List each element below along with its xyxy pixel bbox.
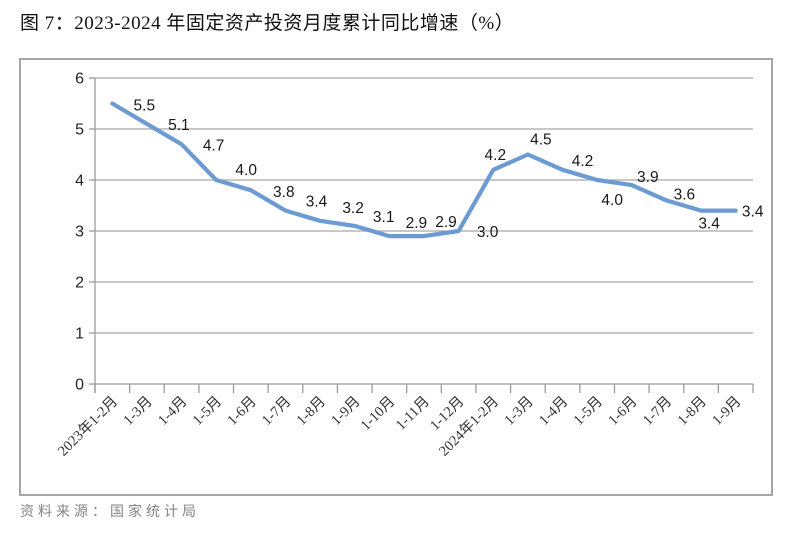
y-axis-tick-label: 1 (75, 326, 84, 343)
x-axis-tick-label: 1-4月 (155, 394, 190, 429)
x-axis-tick-label: 1-8月 (675, 394, 710, 429)
data-point-label: 4.5 (530, 132, 552, 149)
data-series-line (110, 101, 738, 239)
gridlines (95, 77, 753, 334)
data-point-label: 4.0 (601, 192, 623, 209)
x-axis-tick-label: 1-4月 (536, 394, 571, 429)
data-point-label: 3.9 (637, 169, 659, 186)
x-axis-tick-label: 1-7月 (259, 394, 294, 429)
data-point-label: 4.7 (203, 137, 225, 154)
chart-title: 图 7：2023-2024 年固定资产投资月度累计同比增速（%） (20, 13, 515, 34)
data-point-label: 3.4 (698, 216, 720, 233)
data-point-label: 3.4 (306, 194, 328, 211)
data-labels: 5.5 5.1 4.7 4.0 3.8 3.4 3.2 3.1 2.9 2.9 3.0 4.2 4.5 4… (134, 98, 764, 242)
y-axis-tick-label: 3 (75, 224, 84, 241)
x-axis-tick-label: 2023年1-2月 (54, 393, 121, 460)
x-axis-tick-label: 1-8月 (294, 394, 329, 429)
y-axis-tick-label: 6 (75, 71, 84, 88)
data-point-label: 3.2 (342, 200, 364, 217)
x-axis-tick-label: 1-6月 (605, 394, 640, 429)
data-point-label: 3.6 (674, 186, 696, 203)
y-axis-tick-label: 5 (75, 122, 84, 139)
x-axis-tick-label: 1-9月 (709, 394, 744, 429)
data-point-label: 2.9 (406, 215, 428, 232)
x-axis-tick-label: 1-3月 (501, 394, 536, 429)
data-point-label: 3.1 (373, 209, 395, 226)
data-point-label: 3.0 (477, 224, 499, 241)
x-axis-tick-label: 1-5月 (190, 394, 225, 429)
data-point-label: 4.2 (572, 153, 594, 170)
x-axis-tick-label: 1-5月 (571, 394, 606, 429)
data-point-label: 4.2 (485, 147, 507, 164)
data-point-label: 4.0 (235, 162, 257, 179)
x-axis-tick-label: 1-6月 (224, 394, 259, 429)
data-point-label: 3.8 (273, 184, 295, 201)
data-point-label: 5.1 (168, 117, 190, 134)
x-axis-tick-label: 1-7月 (640, 394, 675, 429)
x-axis-tick-label: 1-11月 (393, 394, 433, 434)
source-note: 资料来源：国家统计局 (20, 505, 200, 520)
x-axis-labels: 2023年1-2月 1-3月 1-4月 1-5月 1-6月 1-7月 1-8月 1-9月1-1… (54, 393, 744, 460)
data-point-label: 2.9 (435, 214, 457, 231)
y-axis-tick-label: 4 (75, 173, 84, 190)
chart-frame: 0 1 2 3 4 5 6 2023年1-2月 1-3月 1-4月 1-5月 1-6月 1-7月 1-8月… (19, 58, 773, 496)
x-axis-tick-label: 1-3月 (121, 394, 156, 429)
data-point-label: 5.5 (134, 98, 156, 115)
y-axis-tick-label: 2 (75, 275, 84, 292)
y-axis-tick-label: 0 (75, 377, 84, 394)
axes: 0 1 2 3 4 5 6 (75, 71, 754, 394)
data-point-label: 3.4 (742, 204, 764, 221)
x-axis-tick-label: 1-10月 (358, 394, 398, 434)
